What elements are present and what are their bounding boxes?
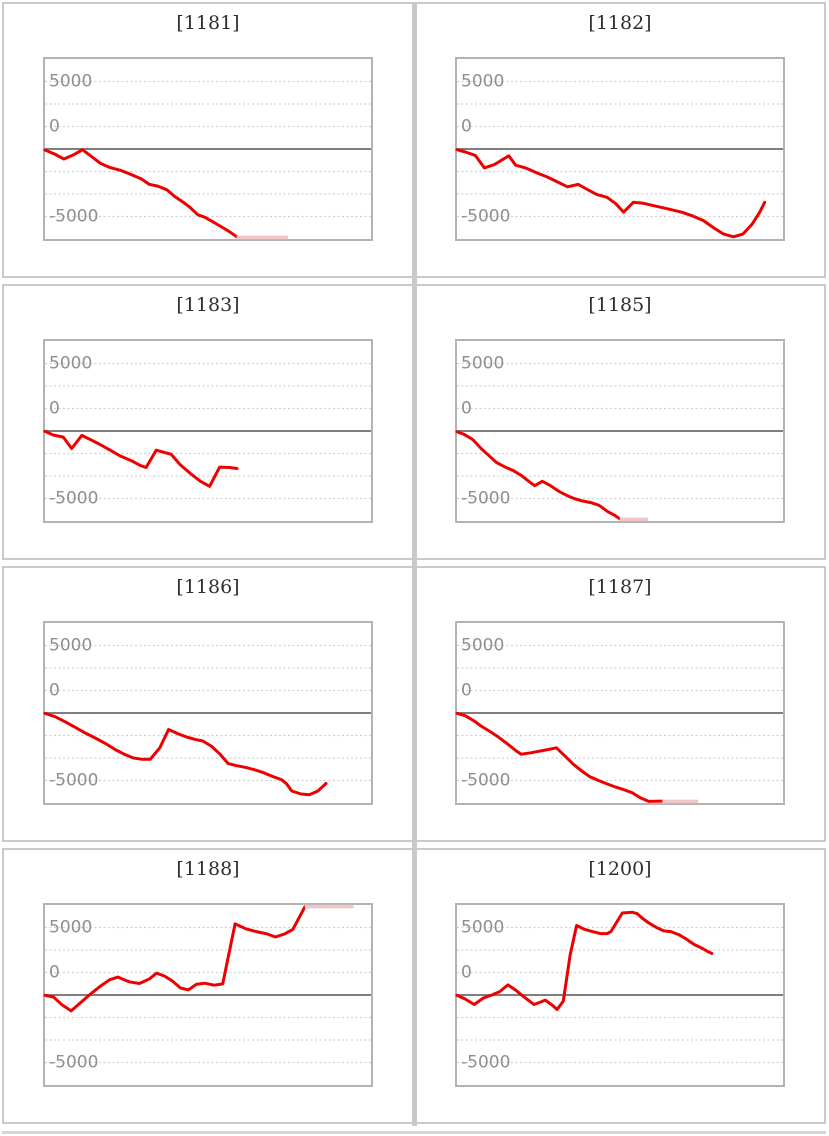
y-tick-5000: 5000 bbox=[49, 71, 93, 92]
slump-line bbox=[455, 430, 622, 521]
slump-line bbox=[455, 910, 714, 1011]
slump-chart-svg bbox=[43, 80, 371, 240]
plot-area: 5000 0 -5000 bbox=[455, 339, 785, 523]
chart-title: [1183] bbox=[176, 294, 240, 316]
y-tick-minus-5000: -5000 bbox=[461, 488, 511, 509]
chart-title: [1200] bbox=[588, 858, 652, 880]
chart-title: [1188] bbox=[176, 858, 240, 880]
slump-line bbox=[43, 905, 307, 1013]
y-tick-minus-5000: -5000 bbox=[461, 1052, 511, 1073]
y-tick-minus-5000: -5000 bbox=[49, 488, 99, 509]
chart-title: [1182] bbox=[588, 12, 652, 34]
slump-chart-svg bbox=[455, 910, 783, 1064]
y-tick-5000: 5000 bbox=[461, 635, 505, 656]
y-tick-minus-5000: -5000 bbox=[461, 206, 511, 227]
plot-area: 5000 0 -5000 bbox=[455, 57, 785, 241]
slump-line bbox=[455, 148, 767, 239]
y-tick-5000: 5000 bbox=[461, 353, 505, 374]
y-tick-0: 0 bbox=[49, 962, 60, 983]
y-tick-5000: 5000 bbox=[49, 917, 93, 938]
y-tick-minus-5000: -5000 bbox=[49, 206, 99, 227]
plot-area: 5000 0 -5000 bbox=[455, 621, 785, 805]
y-tick-5000: 5000 bbox=[461, 917, 505, 938]
y-tick-minus-5000: -5000 bbox=[49, 1052, 99, 1073]
plot-area: 5000 0 -5000 bbox=[43, 57, 373, 241]
slump-chart-svg bbox=[455, 362, 783, 522]
grid-column-divider bbox=[412, 2, 417, 1126]
y-tick-minus-5000: -5000 bbox=[461, 770, 511, 791]
chart-title: [1187] bbox=[588, 576, 652, 598]
slump-chart-svg bbox=[455, 644, 783, 804]
chart-panel-1181: [1181] 5000 0 -5000 bbox=[2, 2, 414, 278]
chart-title: [1181] bbox=[176, 12, 240, 34]
y-tick-0: 0 bbox=[461, 116, 472, 137]
y-tick-5000: 5000 bbox=[461, 71, 505, 92]
slump-line bbox=[455, 711, 664, 803]
next-row-edge bbox=[2, 1131, 826, 1134]
plot-area: 5000 0 -5000 bbox=[43, 903, 373, 1087]
slump-chart-svg bbox=[455, 80, 783, 239]
y-tick-0: 0 bbox=[49, 398, 60, 419]
slump-line bbox=[43, 429, 239, 488]
chart-panel-1200: [1200] 5000 0 -5000 bbox=[414, 848, 826, 1124]
chart-panel-1188: [1188] 5000 0 -5000 bbox=[2, 848, 414, 1124]
chart-panel-1185: [1185] 5000 0 -5000 bbox=[414, 284, 826, 560]
chart-panel-1187: [1187] 5000 0 -5000 bbox=[414, 566, 826, 842]
slump-chart-svg bbox=[43, 904, 371, 1064]
y-tick-0: 0 bbox=[461, 962, 472, 983]
slump-chart-svg bbox=[43, 362, 371, 500]
plot-area: 5000 0 -5000 bbox=[43, 621, 373, 805]
slump-chart-svg bbox=[43, 644, 371, 797]
chart-title: [1186] bbox=[176, 576, 240, 598]
y-tick-minus-5000: -5000 bbox=[49, 770, 99, 791]
y-tick-0: 0 bbox=[49, 116, 60, 137]
y-tick-0: 0 bbox=[461, 680, 472, 701]
y-tick-5000: 5000 bbox=[49, 635, 93, 656]
plot-area: 5000 0 -5000 bbox=[43, 339, 373, 523]
slump-line bbox=[43, 711, 328, 797]
y-tick-0: 0 bbox=[49, 680, 60, 701]
y-tick-0: 0 bbox=[461, 398, 472, 419]
slump-line bbox=[43, 148, 239, 239]
chart-title: [1185] bbox=[588, 294, 652, 316]
chart-panel-1182: [1182] 5000 0 -5000 bbox=[414, 2, 826, 278]
y-tick-5000: 5000 bbox=[49, 353, 93, 374]
chart-panel-1186: [1186] 5000 0 -5000 bbox=[2, 566, 414, 842]
chart-panel-1183: [1183] 5000 0 -5000 bbox=[2, 284, 414, 560]
plot-area: 5000 0 -5000 bbox=[455, 903, 785, 1087]
